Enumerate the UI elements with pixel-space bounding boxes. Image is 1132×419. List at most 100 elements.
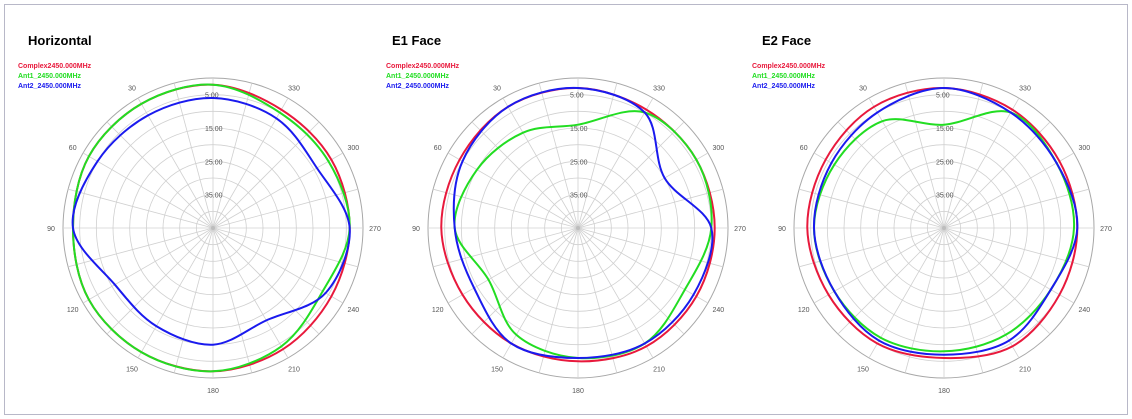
- grid-spoke: [68, 227, 214, 268]
- angle-tick-label: 150: [857, 366, 869, 373]
- angle-tick-label: 60: [434, 145, 442, 152]
- grid-spoke: [837, 227, 945, 335]
- angle-tick-label: 150: [491, 366, 503, 373]
- grid-spoke: [212, 97, 289, 229]
- legend-entry: Complex2450.000MHz: [752, 63, 826, 70]
- grid-spoke: [837, 121, 945, 229]
- grid-spoke: [68, 188, 214, 229]
- angle-tick-label: 240: [712, 307, 724, 314]
- radial-tick-label: 25.00: [570, 159, 588, 166]
- angle-tick-label: 210: [1019, 366, 1031, 373]
- grid-spoke: [502, 227, 579, 359]
- angle-tick-label: 210: [288, 366, 300, 373]
- grid-spoke: [577, 227, 685, 335]
- grid-spoke: [577, 227, 723, 268]
- grid-spoke: [943, 188, 1089, 229]
- angle-tick-label: 210: [653, 366, 665, 373]
- angle-tick-label: 60: [69, 145, 77, 152]
- radial-tick-label: 5.00: [205, 93, 219, 100]
- grid-spoke: [799, 227, 945, 268]
- angle-tick-label: 300: [1078, 145, 1090, 152]
- angle-tick-label: 120: [67, 307, 79, 314]
- series-line: [72, 83, 351, 373]
- legend-entry: Ant1_2450.000MHz: [386, 73, 450, 80]
- grid-spoke: [943, 227, 1089, 268]
- angle-tick-label: 330: [1019, 86, 1031, 93]
- angle-tick-label: 30: [859, 86, 867, 93]
- grid-spoke: [868, 227, 945, 359]
- grid-spoke: [577, 121, 685, 229]
- grid-spoke: [447, 227, 579, 304]
- legend-entry: Ant2_2450.000MHz: [386, 83, 450, 90]
- angle-tick-label: 30: [128, 86, 136, 93]
- grid-spoke: [538, 227, 579, 373]
- radial-tick-label: 15.00: [205, 126, 223, 133]
- grid-spoke: [471, 227, 579, 335]
- angle-tick-label: 90: [412, 226, 420, 233]
- angle-tick-label: 300: [712, 145, 724, 152]
- grid-spoke: [212, 227, 344, 304]
- angle-tick-label: 330: [288, 86, 300, 93]
- grid-spoke: [813, 227, 945, 304]
- grid-spoke: [82, 152, 214, 229]
- grid-spoke: [137, 227, 214, 359]
- chart-title: E2 Face: [762, 33, 811, 48]
- radial-tick-label: 5.00: [936, 93, 950, 100]
- grid-spoke: [433, 188, 579, 229]
- grid-spoke: [212, 227, 358, 268]
- grid-spoke: [943, 227, 1075, 304]
- grid-spoke: [538, 83, 579, 229]
- radial-tick-label: 15.00: [936, 126, 954, 133]
- angle-tick-label: 90: [47, 226, 55, 233]
- series-line: [812, 87, 1079, 356]
- grid-spoke: [577, 227, 709, 304]
- grid-spoke: [212, 83, 253, 229]
- legend-entry: Ant1_2450.000MHz: [752, 73, 816, 80]
- grid-spoke: [577, 188, 723, 229]
- angle-tick-label: 330: [653, 86, 665, 93]
- radial-tick-label: 35.00: [205, 193, 223, 200]
- series-line: [452, 86, 714, 359]
- grid-spoke: [799, 188, 945, 229]
- angle-tick-label: 150: [126, 366, 138, 373]
- grid-spoke: [577, 152, 709, 229]
- legend-entry: Ant1_2450.000MHz: [18, 73, 82, 80]
- angle-tick-label: 30: [493, 86, 501, 93]
- legend-entry: Complex2450.000MHz: [386, 63, 460, 70]
- angle-tick-label: 120: [432, 307, 444, 314]
- polar-chart-2: E1 Face Complex2450.000MHz Ant1_2450.000MH…: [386, 33, 746, 395]
- chart-title: E1 Face: [392, 33, 441, 48]
- angle-tick-label: 300: [347, 145, 359, 152]
- radial-tick-label: 35.00: [570, 193, 588, 200]
- grid-spoke: [82, 227, 214, 304]
- grid-spoke: [212, 121, 320, 229]
- grid-spoke: [868, 97, 945, 229]
- grid-spoke: [212, 152, 344, 229]
- grid-spoke: [577, 97, 654, 229]
- radial-tick-label: 25.00: [205, 159, 223, 166]
- legend-entry: Ant2_2450.000MHz: [752, 83, 816, 90]
- grid-spoke: [212, 227, 289, 359]
- grid-spoke: [447, 152, 579, 229]
- grid-spoke: [943, 97, 1020, 229]
- angle-tick-label: 180: [207, 388, 219, 395]
- center-marker: [211, 226, 215, 230]
- angle-tick-label: 240: [347, 307, 359, 314]
- center-marker: [576, 226, 580, 230]
- grid-spoke: [577, 227, 654, 359]
- radial-tick-label: 15.00: [570, 126, 588, 133]
- grid-spoke: [943, 152, 1075, 229]
- angle-tick-label: 270: [734, 226, 746, 233]
- series-line: [71, 96, 351, 346]
- grid-spoke: [212, 188, 358, 229]
- grid-spoke: [943, 227, 984, 373]
- chart-title: Horizontal: [28, 33, 92, 48]
- angle-tick-label: 60: [800, 145, 808, 152]
- grid-spoke: [173, 227, 214, 373]
- angle-tick-label: 270: [1100, 226, 1112, 233]
- angle-tick-label: 240: [1078, 307, 1090, 314]
- grid-spoke: [577, 227, 618, 373]
- legend-entry: Ant2_2450.000MHz: [18, 83, 82, 90]
- grid-spoke: [212, 227, 253, 373]
